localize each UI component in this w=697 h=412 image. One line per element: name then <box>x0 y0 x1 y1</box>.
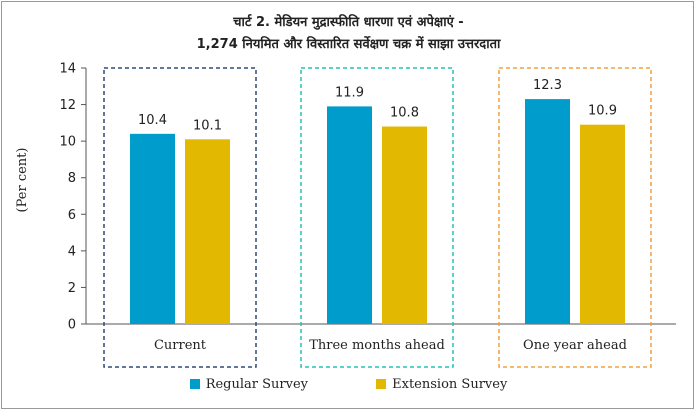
y-tick-label: 0 <box>68 318 76 333</box>
legend-swatch-extension <box>376 379 387 389</box>
data-label: 11.9 <box>335 85 364 100</box>
group-box-2 <box>498 67 652 368</box>
y-tick-label: 10 <box>59 135 76 150</box>
data-label: 10.8 <box>390 106 419 121</box>
y-tick-label: 8 <box>68 171 76 186</box>
bar-extension <box>580 124 625 324</box>
y-tick-label: 6 <box>68 208 76 223</box>
chart-subtitle: 1,274 नियमित और विस्तारित सर्वेक्षण चक्र… <box>196 37 501 52</box>
group-box-0 <box>103 67 257 368</box>
legend-item-extension: Extension Survey <box>376 377 507 392</box>
y-tick-label: 4 <box>68 244 76 259</box>
bar-extension <box>382 126 427 324</box>
legend-swatch-regular <box>189 379 200 389</box>
category-label: Current <box>154 338 207 353</box>
bar-regular <box>130 133 175 324</box>
y-tick-label: 14 <box>59 62 76 77</box>
legend: Regular Survey Extension Survey <box>0 377 697 392</box>
chart-title: चार्ट 2. मेडियन मुद्रास्फीति धारणा एवं अ… <box>233 15 464 30</box>
category-label: One year ahead <box>523 338 627 353</box>
bar-extension <box>185 139 230 324</box>
group-box-1 <box>300 67 454 368</box>
data-label: 10.1 <box>193 118 222 133</box>
data-label: 10.9 <box>588 104 617 119</box>
data-label: 10.4 <box>138 113 167 128</box>
bar-regular <box>525 99 570 324</box>
bar-regular <box>327 106 372 325</box>
category-label: Three months ahead <box>309 338 445 353</box>
legend-label-extension: Extension Survey <box>392 377 508 392</box>
y-tick-label: 2 <box>68 281 76 296</box>
y-axis-label: (Per cent) <box>15 148 30 213</box>
legend-label-regular: Regular Survey <box>205 377 308 392</box>
legend-item-regular: Regular Survey <box>189 377 308 392</box>
data-label: 12.3 <box>533 78 562 93</box>
y-tick-label: 12 <box>59 98 76 113</box>
